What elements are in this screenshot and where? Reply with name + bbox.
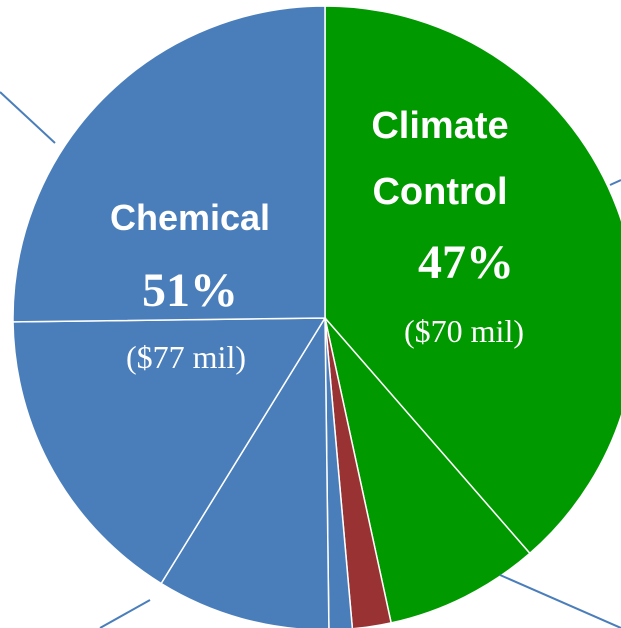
pie-slice-3 [324,317,393,628]
pie-slice-7 [12,5,326,323]
climate-amount-label: ($70 mil) [404,313,524,349]
pie-slice-4 [324,317,354,628]
leader-line-4 [609,179,621,186]
pie-slice-1 [324,5,621,555]
leader-line-1 [0,91,56,144]
climate-percent-label: 47% [418,236,514,289]
pie-slice-2 [324,317,531,624]
chemical-label-line1: Chemical [110,197,270,238]
pie-slice-5 [160,315,330,628]
leader-line-2 [99,599,151,628]
pie-slices [12,5,621,628]
chemical-amount-label: ($77 mil) [126,339,246,375]
climate-label-line2: Control [372,171,507,213]
leader-line-3 [499,574,621,628]
climate-label-line1: Climate [371,105,508,147]
pie-slice-6 [12,317,327,585]
leader-lines [0,91,621,628]
chemical-percent-label: 51% [142,264,238,317]
